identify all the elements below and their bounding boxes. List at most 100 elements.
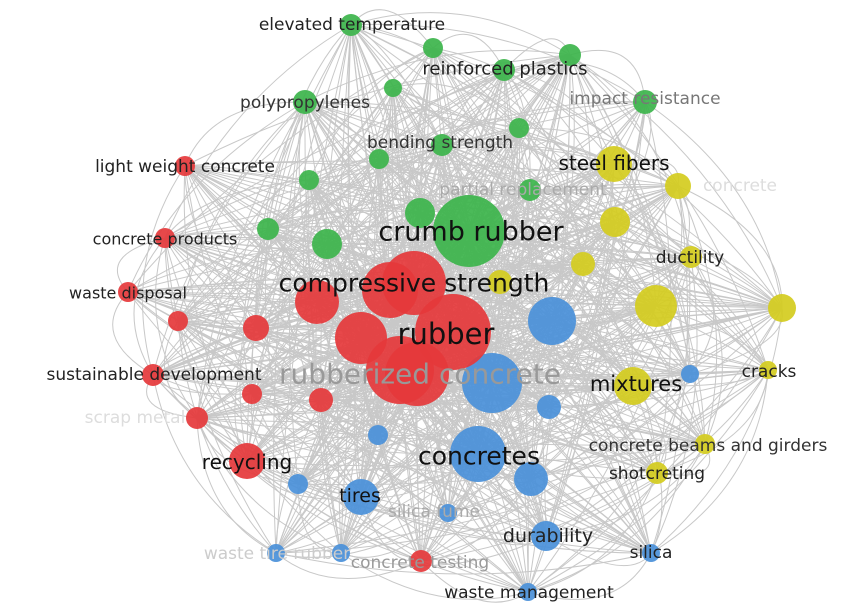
network-edge-121 xyxy=(127,101,306,293)
network-edge-726 xyxy=(569,54,692,258)
node-durability[interactable] xyxy=(531,521,561,551)
network-edge-759 xyxy=(392,87,769,371)
network-edge-974 xyxy=(392,83,520,129)
node-bubble-green-10 xyxy=(257,218,279,240)
node-mixtures[interactable] xyxy=(614,367,652,405)
node-recycling[interactable] xyxy=(229,443,265,479)
node-waste-disposal[interactable] xyxy=(118,282,138,302)
label-steel-fibers: steel fibers xyxy=(558,151,669,175)
node-tires[interactable] xyxy=(343,479,379,515)
network-edge-626 xyxy=(251,393,547,537)
network-edge-109 xyxy=(378,69,505,160)
network-edge-671 xyxy=(527,472,658,593)
node-partial-replacement[interactable] xyxy=(519,179,541,201)
network-edge-756 xyxy=(399,369,769,375)
node-shotcreting[interactable] xyxy=(646,462,668,484)
node-polypropylenes[interactable] xyxy=(293,90,317,114)
network-edge-406 xyxy=(184,165,657,307)
node-bubble-red-0 xyxy=(295,280,339,324)
node-concretes[interactable] xyxy=(450,426,506,482)
network-edge-985 xyxy=(518,127,584,265)
network-edge-862 xyxy=(255,127,520,329)
network-edge-675 xyxy=(251,393,529,593)
network-edge-557 xyxy=(477,369,769,455)
network-edge-910 xyxy=(387,87,394,291)
network-edge-481 xyxy=(196,417,422,562)
network-edge-978 xyxy=(392,87,584,265)
node-bubble-yellow-29 xyxy=(488,270,512,294)
node-silica-fume[interactable] xyxy=(439,504,457,522)
label-impact-resistance: impact resistance xyxy=(569,89,720,109)
node-bubble-yellow-26 xyxy=(600,207,630,237)
network-edge-945 xyxy=(267,54,571,230)
node-compressive-strength[interactable] xyxy=(382,251,446,315)
network-edge-653 xyxy=(650,307,783,554)
network-edge-758 xyxy=(432,47,769,371)
node-rubberized-concrete[interactable] xyxy=(385,342,449,406)
network-edge-625 xyxy=(177,320,547,537)
network-edge-998 xyxy=(297,320,553,485)
label-concrete-testing: concrete testing xyxy=(351,553,489,573)
network-edge-485 xyxy=(196,417,277,554)
node-scrap-metal[interactable] xyxy=(186,407,208,429)
node-light-weight-concrete[interactable] xyxy=(175,156,195,176)
network-edge-114 xyxy=(503,69,616,223)
node-cracks[interactable] xyxy=(759,361,777,379)
label-bending-strength: bending strength xyxy=(367,133,513,153)
label-light-weight-concrete: light weight concrete xyxy=(95,157,275,177)
node-concrete-products[interactable] xyxy=(155,228,175,248)
node-ductility[interactable] xyxy=(680,246,702,268)
network-edge-958 xyxy=(308,179,783,309)
network-edge-401 xyxy=(184,54,571,167)
network-edge-123 xyxy=(196,101,306,419)
network-edge-969 xyxy=(432,47,553,322)
node-impact-resistance[interactable] xyxy=(633,90,657,114)
network-edge-540 xyxy=(420,54,571,562)
network-edge-605 xyxy=(177,320,449,514)
node-bubble-red-3 xyxy=(243,315,269,341)
network-edge-746 xyxy=(392,87,634,387)
network-edge-1008 xyxy=(491,307,783,384)
network-edge-162 xyxy=(569,49,646,103)
network-edge-660 xyxy=(275,399,322,554)
network-edge-220 xyxy=(267,189,531,230)
network-edge-127 xyxy=(273,101,306,554)
network-edge-984 xyxy=(518,127,691,375)
node-silica[interactable] xyxy=(642,544,660,562)
node-steel-fibers[interactable] xyxy=(596,146,632,182)
node-sustainable-development[interactable] xyxy=(142,364,164,386)
network-edge-670 xyxy=(527,443,706,593)
network-edge-994 xyxy=(569,54,783,309)
node-bubble-red-6 xyxy=(309,388,333,412)
network-edge-743 xyxy=(308,179,634,387)
network-edge-747 xyxy=(518,127,634,387)
node-bending-strength[interactable] xyxy=(431,134,453,156)
network-edge-411 xyxy=(155,237,198,419)
network-edge-641 xyxy=(650,369,769,554)
node-bubble-green-15 xyxy=(509,118,529,138)
network-edge-884 xyxy=(242,228,269,395)
node-concrete-beams-and-girders[interactable] xyxy=(695,434,715,454)
node-bubble-blue-19 xyxy=(537,395,561,419)
node-concrete-testing[interactable] xyxy=(410,550,432,572)
node-concrete[interactable] xyxy=(665,173,691,199)
network-edge-436 xyxy=(112,291,154,376)
network-edge-701 xyxy=(632,185,683,387)
node-elevated-temperature[interactable] xyxy=(340,14,362,36)
node-waste-management[interactable] xyxy=(519,583,537,601)
network-edge-634 xyxy=(340,535,547,567)
label-mixtures: mixtures xyxy=(590,372,682,396)
node-crumb-rubber[interactable] xyxy=(433,195,505,267)
network-labels: crumb rubber elevated temperature reinforc… xyxy=(46,15,827,603)
node-bubble-blue-22 xyxy=(288,474,308,494)
node-bubble-green-13 xyxy=(423,38,443,58)
network-edge-1030 xyxy=(614,221,783,309)
label-ductility: ductility xyxy=(656,248,724,268)
network-edge-874 xyxy=(177,54,571,322)
network-edge-754 xyxy=(656,369,769,474)
node-reinforced-plastics[interactable] xyxy=(493,59,515,81)
node-waste-tire-rubber[interactable] xyxy=(267,544,285,562)
network-edge-991 xyxy=(569,54,691,375)
network-edge-988 xyxy=(491,54,571,384)
label-concrete: concrete xyxy=(703,176,777,196)
